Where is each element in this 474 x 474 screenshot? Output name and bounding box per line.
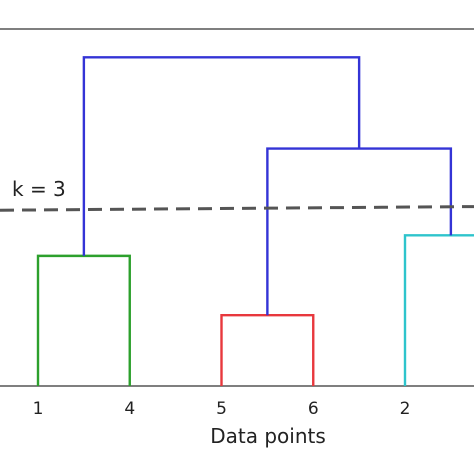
x-tick-labels: 1 4 5 6 2 xyxy=(33,399,411,419)
x-tick-label-2: 2 xyxy=(400,399,411,419)
dendrogram-link-1-4-5-6-2 xyxy=(82,56,361,256)
cut-line-group: k = 3 xyxy=(0,177,474,212)
dendrogram-link-2-leaf-right-offscreen xyxy=(403,234,474,386)
dendrogram-link-5-6 xyxy=(220,314,315,386)
x-tick-label-5: 5 xyxy=(216,399,227,419)
x-tick-label-4: 4 xyxy=(124,399,135,419)
dendrogram-links xyxy=(36,56,474,386)
x-tick-label-1: 1 xyxy=(33,399,44,419)
cut-line-label: k = 3 xyxy=(12,177,66,201)
x-tick-label-6: 6 xyxy=(308,399,319,419)
x-axis-label: Data points xyxy=(210,424,326,448)
dendrogram-link-5-6-2-cluster xyxy=(266,147,453,316)
cut-line xyxy=(0,205,474,212)
dendrogram-link-1-4 xyxy=(36,254,131,386)
